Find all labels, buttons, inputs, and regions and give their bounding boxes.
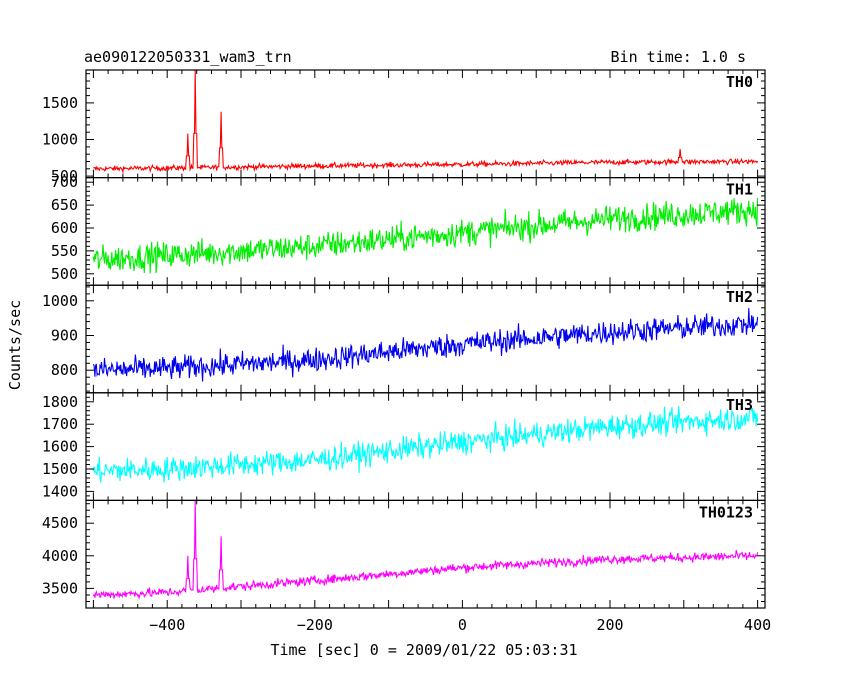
series-line-th1 (92, 198, 759, 274)
chart-title: ae090122050331_wam3_trn (84, 48, 292, 66)
panel-th0123: 3500 4000 4500 TH0123 (42, 499, 766, 609)
x-axis-title: Time [sec] 0 = 2009/01/22 05:03:31 (270, 641, 577, 659)
panel-label: TH2 (726, 288, 753, 306)
y-tick-label: 700 (51, 173, 78, 191)
panel-th2: 800 900 1000 TH2 (42, 284, 766, 394)
panel-th3: 1400 1500 1600 1700 1800 TH3 (42, 392, 766, 501)
y-tick-label: 1000 (42, 292, 78, 310)
panel-frame (85, 499, 766, 609)
y-tick-label: 4000 (42, 547, 78, 565)
x-tick-label: −200 (297, 616, 333, 634)
y-tick-label: 1500 (42, 460, 78, 478)
panel-label: TH1 (726, 181, 753, 199)
y-tick-label: 1700 (42, 415, 78, 433)
y-tick-label: 1400 (42, 482, 78, 500)
y-tick-label: 650 (51, 196, 78, 214)
panel-label: TH0123 (699, 503, 753, 521)
y-tick-label: 500 (51, 265, 78, 283)
y-tick-label: 3500 (42, 579, 78, 597)
x-tick-label: 200 (596, 616, 623, 634)
panel-frame (85, 284, 766, 394)
y-tick-label: 800 (51, 361, 78, 379)
panels: 500 1000 1500 TH0 500 550 600 650 700 TH1 800 900 10… (42, 69, 771, 634)
panel-label: TH0 (726, 73, 753, 91)
y-tick-label: 600 (51, 219, 78, 237)
y-tick-label: 900 (51, 327, 78, 345)
panel-th0: 500 1000 1500 TH0 (42, 69, 766, 185)
y-tick-label: 550 (51, 242, 78, 260)
series-line-th0 (93, 70, 759, 174)
series-line-th0123 (92, 500, 759, 600)
panel-th1: 500 550 600 650 700 TH1 (51, 173, 766, 286)
y-tick-label: 4500 (42, 514, 78, 532)
series-line-th2 (92, 308, 759, 382)
y-tick-label: 1000 (42, 131, 78, 149)
bin-time-label: Bin time: 1.0 s (611, 48, 746, 66)
y-tick-label: 500 (51, 167, 78, 185)
panel-label: TH3 (726, 396, 753, 414)
y-tick-label: 1500 (42, 94, 78, 112)
y-tick-label: 1600 (42, 438, 78, 456)
x-tick-label: −400 (149, 616, 185, 634)
x-tick-label: 400 (744, 616, 771, 634)
x-tick-label: 0 (458, 616, 467, 634)
y-axis-title: Counts/sec (6, 300, 24, 390)
series-line-th3 (92, 406, 759, 483)
y-tick-label: 1800 (42, 393, 78, 411)
